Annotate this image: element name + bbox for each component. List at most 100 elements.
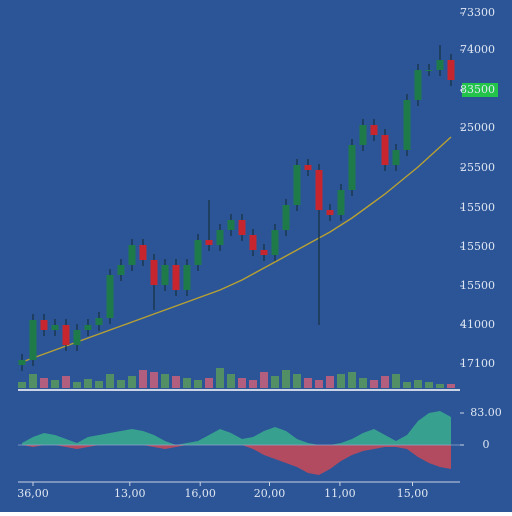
candle-body xyxy=(447,60,455,80)
candle-body xyxy=(249,235,257,250)
volume-bar xyxy=(117,380,125,388)
candle-body xyxy=(337,190,345,215)
candle-body xyxy=(18,360,26,365)
candle-body xyxy=(414,70,422,100)
candle-body xyxy=(238,220,246,235)
x-tick-label: 16,00 xyxy=(184,487,216,500)
volume-bar xyxy=(238,378,246,388)
candle-body xyxy=(260,250,268,255)
volume-bar xyxy=(194,380,202,388)
volume-bar xyxy=(337,374,345,388)
candle-body xyxy=(315,170,323,210)
candle-body xyxy=(304,165,312,170)
x-tick-label: 11,00 xyxy=(324,487,356,500)
candle-body xyxy=(161,265,169,285)
y-tick-label: 74000 xyxy=(460,43,495,56)
volume-bar xyxy=(183,378,191,388)
volume-bar xyxy=(73,382,81,388)
price-highlight xyxy=(462,83,498,97)
y-tick-label: 83500 xyxy=(460,83,495,96)
volume-bar xyxy=(381,376,389,388)
volume-bar xyxy=(348,372,356,388)
volume-bar xyxy=(293,374,301,388)
y-tick-label: 15500 xyxy=(460,279,495,292)
volume-bar xyxy=(304,378,312,388)
candle-body xyxy=(183,265,191,290)
x-tick-label: 15,00 xyxy=(397,487,429,500)
volume-bar xyxy=(436,384,444,388)
volume-bar xyxy=(18,382,26,388)
volume-bar xyxy=(95,381,103,388)
volume-bar xyxy=(139,370,147,388)
volume-bar xyxy=(260,372,268,388)
x-tick-label: 13,00 xyxy=(114,487,146,500)
candle-body xyxy=(425,70,433,71)
x-tick-label: 36,00 xyxy=(17,487,49,500)
candle-body xyxy=(205,240,213,245)
volume-bar xyxy=(370,380,378,388)
candle-body xyxy=(139,245,147,260)
y-tick-label: 17100 xyxy=(460,357,495,370)
volume-bar xyxy=(414,380,422,388)
volume-bar xyxy=(271,376,279,388)
candle-body xyxy=(128,245,136,265)
candle-body xyxy=(282,205,290,230)
volume-bar xyxy=(150,372,158,388)
candle-body xyxy=(117,265,125,275)
volume-bar xyxy=(326,376,334,388)
volume-bar xyxy=(51,380,59,388)
candle-body xyxy=(40,320,48,330)
x-tick-label: 20,00 xyxy=(254,487,286,500)
candle-body xyxy=(194,240,202,265)
y-tick-label: 25000 xyxy=(460,121,495,134)
volume-bar xyxy=(227,374,235,388)
candle-body xyxy=(150,260,158,285)
oscillator-area xyxy=(22,445,451,475)
oscillator-area xyxy=(22,411,451,445)
volume-bar xyxy=(172,376,180,388)
volume-bar xyxy=(84,379,92,388)
volume-bar xyxy=(447,384,455,388)
volume-bar xyxy=(403,382,411,388)
volume-bar xyxy=(161,374,169,388)
candle-body xyxy=(172,265,180,290)
y-tick-label: 41000 xyxy=(460,318,495,331)
volume-bar xyxy=(282,370,290,388)
candle-body xyxy=(73,330,81,345)
candle-body xyxy=(348,145,356,190)
candle-body xyxy=(436,60,444,70)
candle-body xyxy=(227,220,235,230)
candle-body xyxy=(216,230,224,245)
moving-average xyxy=(21,136,452,363)
candle-body xyxy=(392,150,400,165)
candle-body xyxy=(326,210,334,215)
candle-body xyxy=(359,125,367,145)
candle-body xyxy=(403,100,411,150)
candle-body xyxy=(95,318,103,325)
candle-body xyxy=(106,275,114,318)
candle-body xyxy=(293,165,301,205)
volume-bar xyxy=(29,374,37,388)
volume-bar xyxy=(249,380,257,388)
osc-tick-label: 83.00 xyxy=(470,406,502,419)
y-tick-label: 15500 xyxy=(460,201,495,214)
volume-bar xyxy=(392,374,400,388)
y-tick-label: 25500 xyxy=(460,161,495,174)
candle-body xyxy=(29,320,37,360)
candle-body xyxy=(62,325,70,345)
volume-bar xyxy=(62,376,70,388)
volume-bar xyxy=(205,378,213,388)
volume-bar xyxy=(128,376,136,388)
candle-body xyxy=(271,230,279,255)
candle-body xyxy=(51,325,59,330)
candle-body xyxy=(370,125,378,135)
candle-body xyxy=(84,325,92,330)
candle-body xyxy=(381,135,389,165)
volume-bar xyxy=(216,368,224,388)
osc-tick-label: 0 xyxy=(483,438,490,451)
y-tick-label: 15500 xyxy=(460,240,495,253)
volume-bar xyxy=(40,378,48,388)
volume-bar xyxy=(315,380,323,388)
y-tick-label: 73300 xyxy=(460,6,495,19)
